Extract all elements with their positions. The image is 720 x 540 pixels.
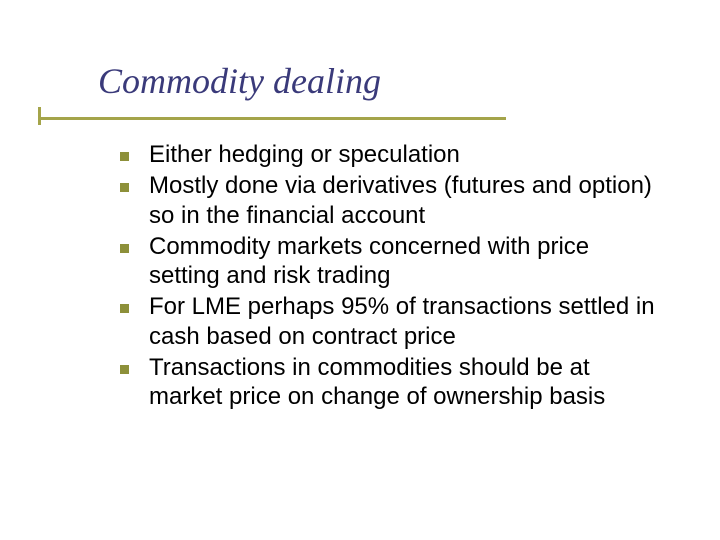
rule-line: [38, 117, 506, 120]
bullet-text: Commodity markets concerned with price s…: [149, 232, 660, 291]
list-item: Commodity markets concerned with price s…: [120, 232, 660, 291]
square-bullet-icon: [120, 304, 129, 313]
square-bullet-icon: [120, 244, 129, 253]
list-item: Mostly done via derivatives (futures and…: [120, 171, 660, 230]
rule-tick: [38, 107, 41, 125]
slide: Commodity dealing Either hedging or spec…: [0, 0, 720, 540]
bullet-text: Either hedging or speculation: [149, 140, 460, 169]
bullet-list: Either hedging or speculation Mostly don…: [120, 140, 660, 413]
square-bullet-icon: [120, 152, 129, 161]
list-item: Transactions in commodities should be at…: [120, 353, 660, 412]
slide-title: Commodity dealing: [98, 60, 381, 102]
bullet-text: For LME perhaps 95% of transactions sett…: [149, 292, 660, 351]
title-block: Commodity dealing: [98, 60, 381, 102]
list-item: For LME perhaps 95% of transactions sett…: [120, 292, 660, 351]
square-bullet-icon: [120, 183, 129, 192]
bullet-text: Transactions in commodities should be at…: [149, 353, 660, 412]
list-item: Either hedging or speculation: [120, 140, 660, 169]
bullet-text: Mostly done via derivatives (futures and…: [149, 171, 660, 230]
square-bullet-icon: [120, 365, 129, 374]
